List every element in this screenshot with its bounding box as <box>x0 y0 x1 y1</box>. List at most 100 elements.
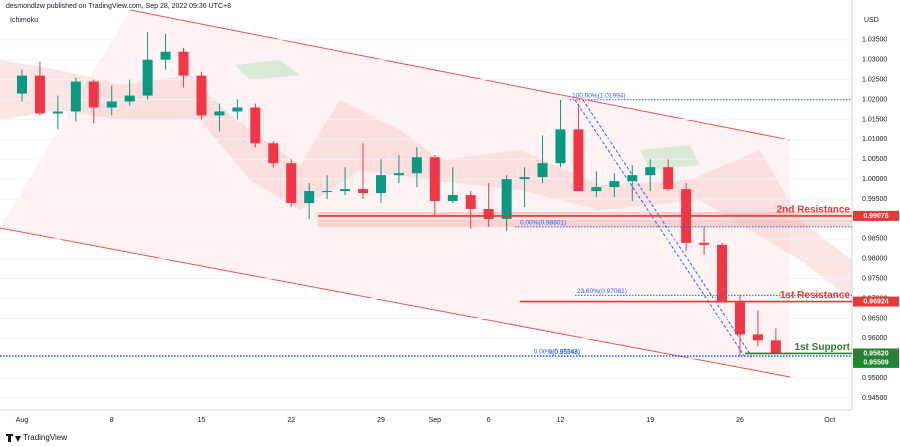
x-tick-label: 15 <box>198 417 206 424</box>
x-tick-label: Sep <box>429 417 442 424</box>
y-tick-label: 0.96500 <box>862 315 887 322</box>
x-tick-label: 6 <box>487 417 491 424</box>
price-tag <box>853 348 899 359</box>
indicator-name: Ichimoku <box>10 17 38 24</box>
y-tick-label: 1.02500 <box>862 76 887 83</box>
candle-body <box>250 107 261 144</box>
ichimoku-cloud-green <box>640 145 700 170</box>
currency: USD <box>864 17 879 24</box>
y-tick-label: 0.99500 <box>862 196 887 203</box>
x-tick-label: 19 <box>646 417 654 424</box>
fib-label: 23.60%(0.97081) <box>577 288 627 295</box>
candle-body <box>645 167 656 176</box>
y-tick-label: 1.01500 <box>862 116 887 123</box>
candle-body <box>268 143 279 164</box>
last-price-tag <box>853 357 899 368</box>
candle-body <box>106 101 117 108</box>
fib-label: 100.00%(1.01994) <box>572 92 626 99</box>
candle-body <box>34 75 45 114</box>
channel-lower <box>0 227 791 378</box>
y-tick-label: 1.00000 <box>862 176 887 183</box>
candle-body <box>70 81 81 112</box>
candle-body <box>375 175 386 194</box>
candle-body <box>555 129 566 164</box>
x-tick-label: 22 <box>287 417 295 424</box>
candle-body <box>304 191 315 204</box>
x-tick-label: 29 <box>377 417 385 424</box>
price-tag-label: 0.96924 <box>863 298 888 305</box>
level-name: 2nd Resistance <box>777 205 851 216</box>
candle-body <box>88 81 99 108</box>
candle-body <box>717 244 728 303</box>
candle-body <box>286 163 297 204</box>
candle-body <box>699 242 710 245</box>
y-tick-label: 0.94500 <box>862 395 887 402</box>
candle-body <box>447 195 458 202</box>
ichimoku-cloud-green <box>235 60 300 80</box>
price-tag <box>853 296 899 307</box>
candle-body <box>770 340 781 354</box>
x-tick-label: 8 <box>110 417 114 424</box>
y-tick-label: 0.98500 <box>862 236 887 243</box>
fib-label: 0.00%(0.98801) <box>520 220 566 227</box>
channel-upper <box>129 9 791 141</box>
candle-body <box>663 167 674 190</box>
candle-body <box>124 95 135 102</box>
candle-body <box>196 75 207 116</box>
publisher: desmondlzw published on TradingView.com,… <box>6 3 231 10</box>
ichimoku-cloud <box>0 60 852 300</box>
candle-body <box>429 157 440 202</box>
fib-label: 0(0.95548) <box>549 349 580 356</box>
y-tick-label: 1.02000 <box>862 96 887 103</box>
candle-body <box>519 177 530 180</box>
price-axis <box>852 0 900 447</box>
fib-trend <box>574 99 746 358</box>
candle-body <box>752 334 763 341</box>
price-tag <box>853 210 899 221</box>
level-name: 1st Resistance <box>780 290 850 301</box>
x-tick-label: 12 <box>557 417 565 424</box>
candle-body <box>591 187 602 192</box>
candle-body <box>322 191 333 193</box>
candle-body <box>465 195 476 209</box>
y-tick-label: 1.03000 <box>862 57 887 64</box>
footer: TradingView <box>23 433 67 442</box>
candle-body <box>358 189 369 194</box>
tv-logo <box>6 434 21 442</box>
level-name: 1st Support <box>794 342 850 353</box>
candle-body <box>52 111 63 114</box>
y-tick-label: 1.03500 <box>862 37 887 44</box>
candle-body <box>537 163 548 178</box>
candle-body <box>501 179 512 219</box>
candle-body <box>16 75 27 94</box>
y-tick-label: 1.01000 <box>862 136 887 143</box>
candle-body <box>483 208 494 219</box>
candle-body <box>393 173 404 176</box>
candle-body <box>411 157 422 174</box>
fib-trend <box>582 99 753 358</box>
candle-body <box>142 59 153 96</box>
candle-body <box>627 175 638 182</box>
candle-body <box>214 111 225 116</box>
y-tick-label: 1.00500 <box>862 156 887 163</box>
candle-body <box>160 51 171 60</box>
price-tag-label: 0.99076 <box>863 213 888 220</box>
x-tick-label: Oct <box>824 417 835 424</box>
fib-label: 0.00%(0.95563) <box>534 348 580 355</box>
y-tick-label: 0.96000 <box>862 335 887 342</box>
price-tag-label: 0.95620 <box>863 350 888 357</box>
candle-body <box>340 189 351 192</box>
y-tick-label: 0.95000 <box>862 375 887 382</box>
candle-body <box>609 181 620 188</box>
x-tick-label: 26 <box>736 417 744 424</box>
candle-body <box>734 302 745 335</box>
resistance-zone <box>318 212 852 227</box>
candle-body <box>232 107 243 112</box>
last-price-label: 0.95509 <box>863 360 888 367</box>
y-tick-label: 0.97500 <box>862 275 887 282</box>
candle-body <box>178 51 189 76</box>
x-tick-label: Aug <box>16 417 29 424</box>
candle-body <box>573 129 584 192</box>
y-tick-label: 0.98000 <box>862 256 887 263</box>
